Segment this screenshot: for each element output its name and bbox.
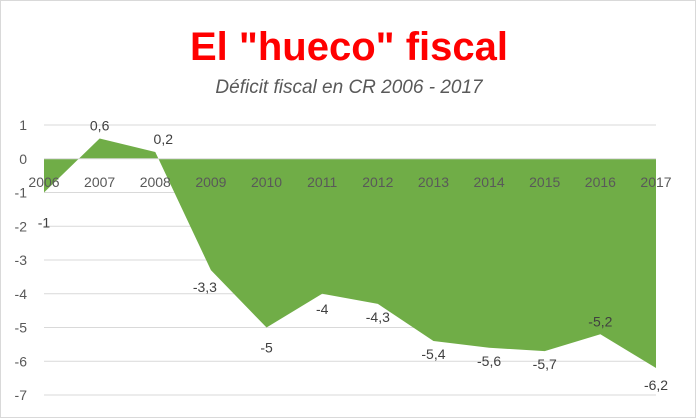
data-label: 0,2 xyxy=(154,131,174,147)
data-label: -3,3 xyxy=(193,279,217,295)
x-tick-label: 2006 xyxy=(28,174,59,190)
y-tick-label: 1 xyxy=(19,117,27,133)
area-fill xyxy=(44,138,656,368)
y-tick-label: -1 xyxy=(15,185,28,201)
y-tick-label: -2 xyxy=(15,218,28,234)
x-tick-label: 2016 xyxy=(585,174,616,190)
x-tick-label: 2011 xyxy=(307,174,337,190)
data-labels: -1 0,6 0,2 -3,3 -5 -4 -4,3 -5,4 -5,6 -5,7 -5,2 -6,2 xyxy=(38,118,669,394)
data-label: -1 xyxy=(38,215,51,231)
x-tick-label: 2008 xyxy=(140,174,171,190)
data-label: -5,2 xyxy=(588,313,612,329)
x-tick-label: 2014 xyxy=(474,174,505,190)
data-label: -5,7 xyxy=(533,356,557,372)
chart-subtitle: Déficit fiscal en CR 2006 - 2017 xyxy=(215,77,483,98)
y-tick-label: 0 xyxy=(19,151,27,167)
y-tick-label: -7 xyxy=(15,387,28,403)
area-series xyxy=(44,138,656,368)
data-label: -6,2 xyxy=(644,377,668,393)
y-tick-label: -4 xyxy=(15,286,28,302)
y-tick-label: -6 xyxy=(15,353,28,369)
x-tick-label: 2010 xyxy=(251,174,282,190)
y-tick-label: -3 xyxy=(15,252,28,268)
axes: 1 0 -1 -2 -3 -4 -5 -6 -7 2006 2007 2008 2009 2010 2011… xyxy=(15,117,672,403)
y-tick-label: -5 xyxy=(15,320,28,336)
data-label: -4,3 xyxy=(366,309,390,325)
data-label: -4 xyxy=(316,301,329,317)
x-tick-label: 2017 xyxy=(640,174,671,190)
data-label: -5,6 xyxy=(477,353,501,369)
data-label: -5,4 xyxy=(421,346,445,362)
x-tick-label: 2009 xyxy=(195,174,226,190)
chart-title: El "hueco" fiscal xyxy=(189,25,509,69)
x-tick-label: 2007 xyxy=(84,174,115,190)
x-tick-label: 2012 xyxy=(362,174,393,190)
x-tick-label: 2013 xyxy=(418,174,449,190)
data-label: -5 xyxy=(260,340,273,356)
data-label: 0,6 xyxy=(90,118,110,134)
x-tick-label: 2015 xyxy=(529,174,560,190)
